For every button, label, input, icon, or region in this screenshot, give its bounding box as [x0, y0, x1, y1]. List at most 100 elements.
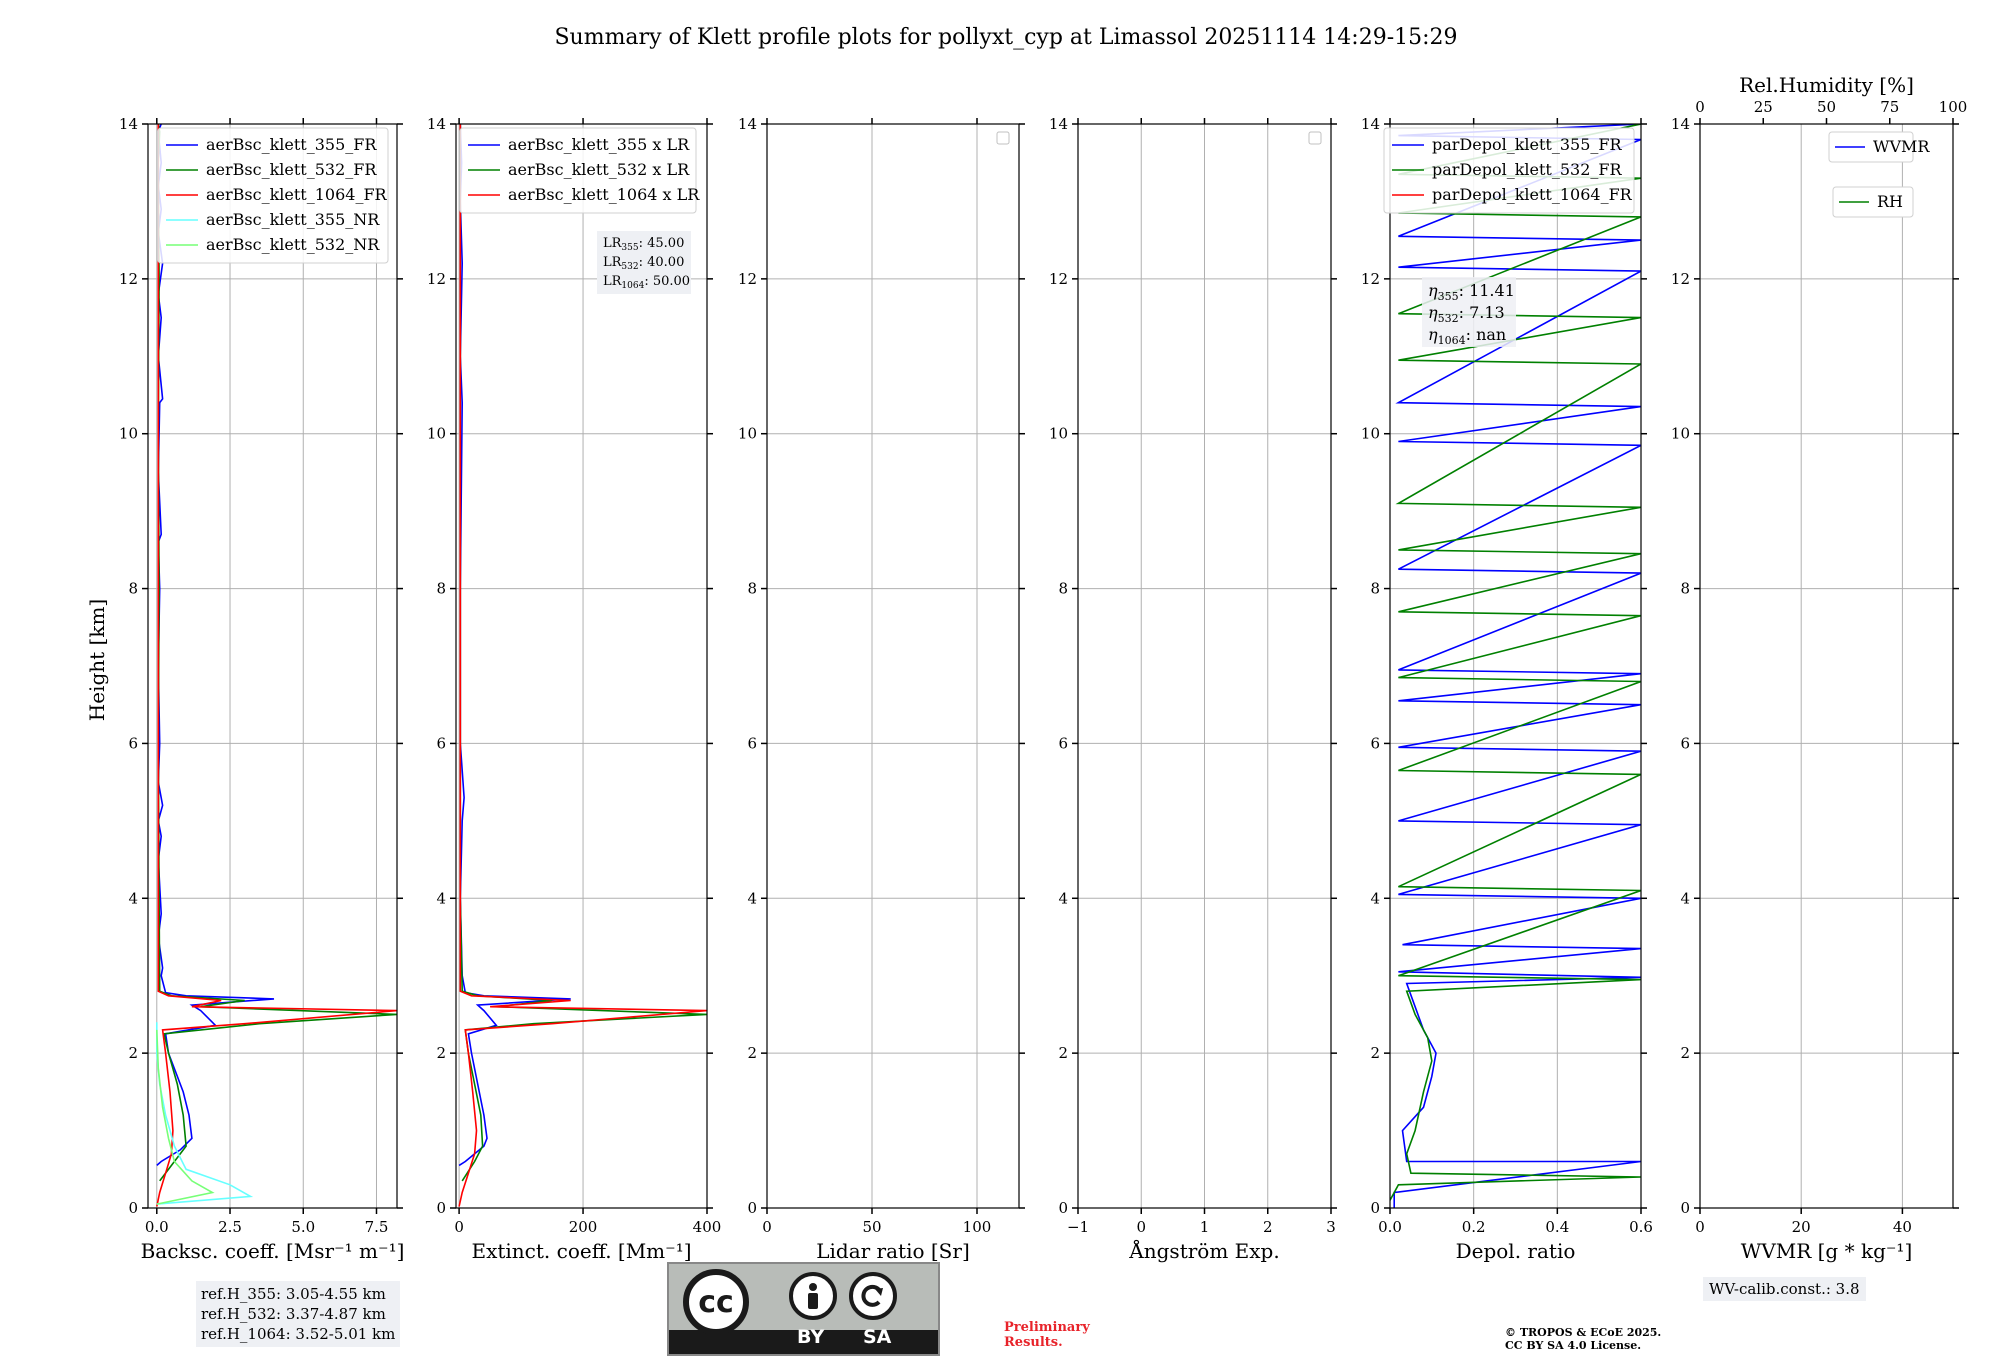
preliminary-line-2: Results. [1004, 1335, 1063, 1350]
eta-annotation: η355: 11.41 η532: 7.13 η1064: nan [1422, 277, 1516, 347]
eta-1064: η1064: nan [1428, 325, 1506, 347]
cc-badge-labels: BY SA [669, 1326, 938, 1350]
top-axis-tick-label: 0 [1695, 98, 1705, 116]
lidar-ratio-annotation: LR355: 45.00 LR532: 40.00 LR1064: 50.00 [597, 231, 691, 294]
y-tick-label: 0 [128, 1199, 138, 1217]
y-tick-label: 0 [436, 1199, 446, 1217]
eta-355: η355: 11.41 [1428, 281, 1515, 303]
y-tick-label: 14 [1361, 115, 1380, 133]
empty-legend-icon [996, 131, 1010, 145]
y-tick-label: 2 [747, 1044, 757, 1062]
top-axis-tick-label: 100 [1939, 98, 1968, 116]
legend-label: aerBsc_klett_355_FR [206, 135, 377, 154]
cc-by-label: BY [797, 1326, 825, 1348]
y-tick-label: 0 [747, 1199, 757, 1217]
y-tick-label: 2 [1370, 1044, 1380, 1062]
x-tick-label: 20 [1792, 1218, 1811, 1236]
y-tick-label: 6 [1370, 734, 1380, 752]
axes-frame [1699, 123, 1954, 1209]
y-tick-label: 2 [128, 1044, 138, 1062]
y-tick-label: 6 [436, 734, 446, 752]
y-tick-label: 12 [119, 270, 138, 288]
y-tick-label: 6 [1680, 734, 1690, 752]
copyright-note: © TROPOS & ECoE 2025. CC BY SA 4.0 Licen… [1505, 1326, 1661, 1352]
y-tick-label: 14 [119, 115, 138, 133]
y-tick-label: 12 [1049, 270, 1068, 288]
axes-frame [455, 123, 708, 1209]
y-tick-label: 4 [747, 889, 757, 907]
legend-label: aerBsc_klett_1064_FR [206, 185, 388, 204]
y-tick-label: 8 [1680, 580, 1690, 598]
x-axis-label: WVMR [g * kg⁻¹] [1741, 1239, 1913, 1263]
x-tick-label: 2 [1263, 1218, 1273, 1236]
ref-height-1064: ref.H_1064: 3.52-5.01 km [201, 1325, 396, 1343]
legend-label: aerBsc_klett_532_NR [206, 235, 380, 254]
lr-355: LR355: 45.00 [603, 236, 684, 253]
y-tick-label: 6 [1058, 734, 1068, 752]
x-tick-label: 0.4 [1545, 1218, 1569, 1236]
legend-box [1383, 127, 1635, 214]
y-tick-label: 10 [427, 425, 446, 443]
y-tick-label: 8 [1058, 580, 1068, 598]
cc-sa-label: SA [863, 1326, 892, 1348]
legend-box [157, 127, 389, 264]
y-tick-label: 8 [747, 580, 757, 598]
y-tick-label: 6 [747, 734, 757, 752]
y-tick-label: 0 [1058, 1199, 1068, 1217]
series-line-aerBsc_klett_532_NR [156, 1029, 215, 1205]
series-group [1390, 124, 1641, 1208]
preliminary-results-note: Preliminary Results. [1004, 1320, 1090, 1350]
x-tick-label: 400 [693, 1218, 722, 1236]
axes-frame [766, 123, 1020, 1209]
top-axis-label: Rel.Humidity [%] [1739, 73, 1914, 97]
series-line-aerBsc_klett_532 x LR [459, 124, 707, 1182]
legend-label: aerBsc_klett_532 x LR [508, 160, 690, 179]
x-tick-label: 0 [454, 1218, 464, 1236]
reference-heights-box: ref.H_355: 3.05-4.55 km ref.H_532: 3.37-… [196, 1281, 401, 1347]
x-tick-label: 0 [1136, 1218, 1146, 1236]
x-tick-label: 40 [1893, 1218, 1912, 1236]
cc-logo-icon: cc [683, 1269, 749, 1335]
y-tick-label: 10 [1049, 425, 1068, 443]
panel-backscatter: 0 2 4 6 8 10 12 14 0.0 2.5 5.0 7.5 Backsc. coeff. [M… [119, 115, 404, 1263]
legend-box-WVMR [1828, 131, 1914, 163]
y-tick-label: 14 [1049, 115, 1068, 133]
y-tick-label: 4 [1680, 889, 1690, 907]
ref-height-532: ref.H_532: 3.37-4.87 km [201, 1305, 386, 1323]
y-tick-label: 10 [119, 425, 138, 443]
panel-depol: 0 2 4 6 8 10 12 14 0.0 0.2 0.4 0.6 Depol. ratio parDe… [1361, 115, 1653, 1263]
figure-title: Summary of Klett profile plots for polly… [554, 25, 1457, 50]
person-glyph-icon [808, 1283, 818, 1309]
panel-wvmr: 0 2 4 6 8 10 12 14 0 20 40 WVMR [g * kg⁻¹] 0 25 50 75 10… [1671, 73, 1967, 1263]
y-tick-label: 2 [436, 1044, 446, 1062]
top-axis-tick-label: 75 [1880, 98, 1899, 116]
eta-532: η532: 7.13 [1428, 303, 1505, 325]
x-tick-label: 7.5 [365, 1218, 389, 1236]
y-tick-label: 10 [738, 425, 757, 443]
wv-calibration-box: WV-calib.const.: 3.8 [1703, 1277, 1866, 1301]
x-tick-label: 0.0 [1378, 1218, 1402, 1236]
legend-label: aerBsc_klett_1064 x LR [508, 185, 700, 204]
top-axis-tick-label: 50 [1817, 98, 1836, 116]
y-tick-label: 0 [1680, 1199, 1690, 1217]
series-line-parDepol_klett_532_FR [1390, 124, 1641, 1201]
axes-frame [1389, 123, 1642, 1209]
x-tick-label: 100 [963, 1218, 992, 1236]
x-tick-label: 0 [1695, 1218, 1705, 1236]
x-tick-label: 50 [862, 1218, 881, 1236]
y-tick-label: 6 [128, 734, 138, 752]
y-tick-label: 4 [436, 889, 446, 907]
share-alike-icon [849, 1272, 897, 1320]
x-tick-label: 0.6 [1629, 1218, 1653, 1236]
x-tick-label: 0.2 [1462, 1218, 1486, 1236]
x-axis-label: Lidar ratio [Sr] [816, 1239, 970, 1263]
x-axis-label: Depol. ratio [1456, 1239, 1576, 1263]
x-tick-label: 0.0 [145, 1218, 169, 1236]
y-tick-label: 8 [1370, 580, 1380, 598]
y-tick-label: 12 [427, 270, 446, 288]
lidar-ratio-box [597, 231, 691, 294]
legend-label: aerBsc_klett_355_NR [206, 210, 380, 229]
